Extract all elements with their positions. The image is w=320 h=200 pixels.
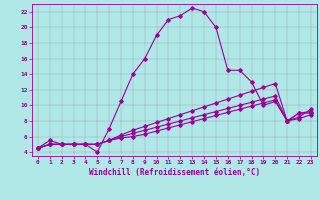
X-axis label: Windchill (Refroidissement éolien,°C): Windchill (Refroidissement éolien,°C) xyxy=(89,168,260,177)
